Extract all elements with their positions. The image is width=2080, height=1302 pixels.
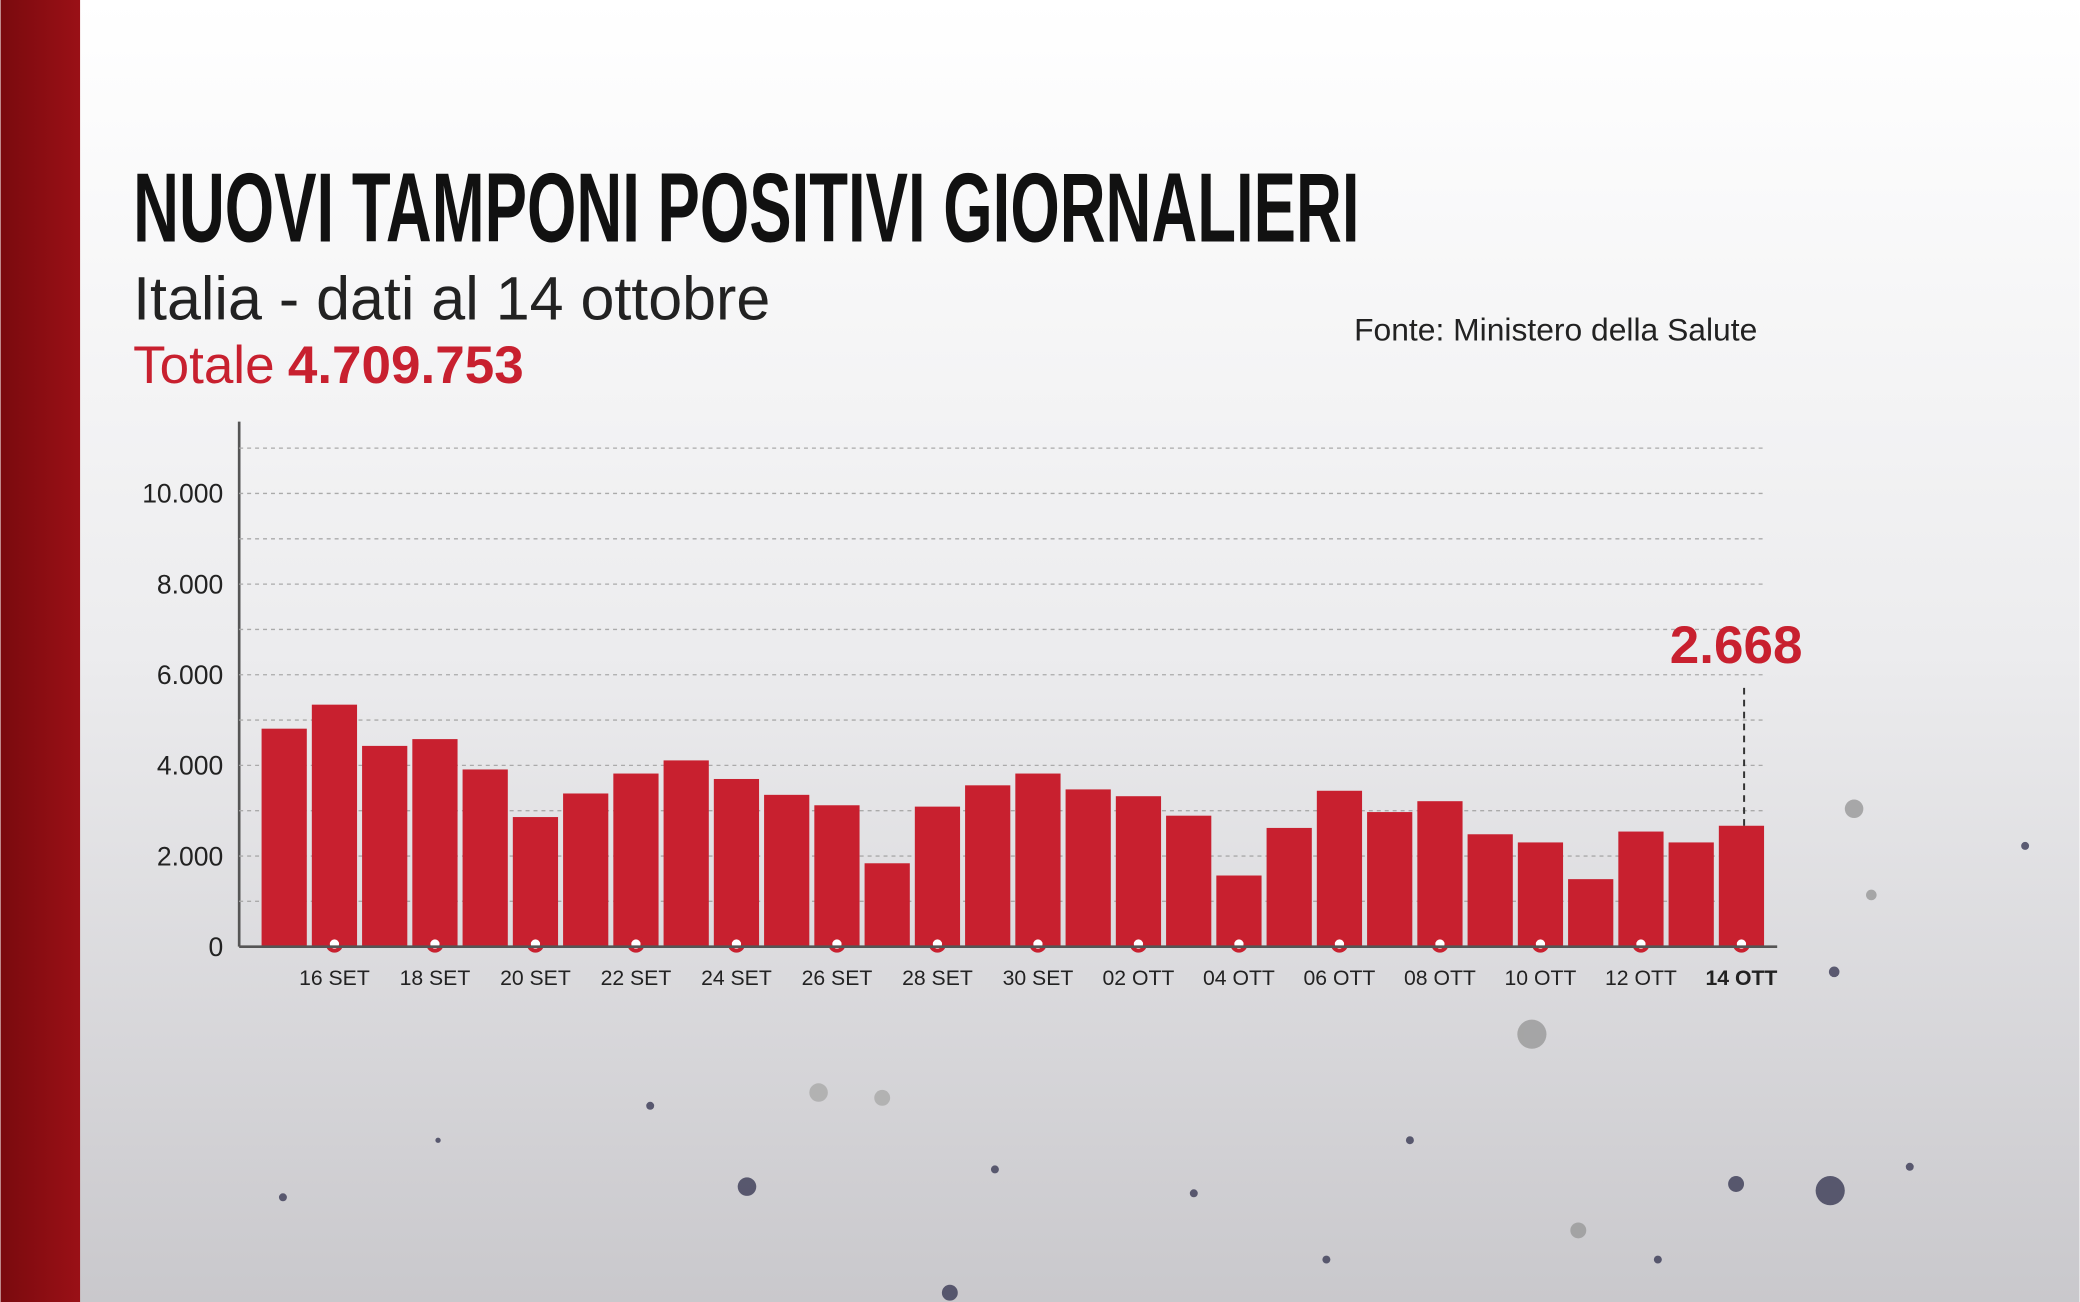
bar xyxy=(663,760,709,947)
y-tick-label: 8.000 xyxy=(157,569,223,599)
tick-dot xyxy=(1330,935,1349,953)
x-tick-label: 26 SET xyxy=(802,967,873,990)
bar xyxy=(1517,842,1564,947)
x-tick-label: 16 SET xyxy=(299,967,370,990)
x-tick-label: 02 OTT xyxy=(1103,967,1175,990)
tick-dot xyxy=(1632,935,1650,953)
x-tick-label: 18 SET xyxy=(400,967,471,990)
tick-dot xyxy=(526,935,545,953)
x-tick-label: 30 SET xyxy=(1003,967,1074,990)
x-tick-label: 28 SET xyxy=(902,967,973,990)
bar xyxy=(1367,812,1413,947)
bar xyxy=(1568,879,1614,947)
tick-dot xyxy=(727,935,746,953)
bar xyxy=(563,793,609,947)
y-tick-label: 0 xyxy=(209,932,224,962)
side-strip xyxy=(0,0,81,1302)
chart-title: NUOVI TAMPONI POSITIVI GIORNALIERI xyxy=(133,152,1359,262)
total: Totale 4.709.753 xyxy=(133,336,524,395)
x-tick-label: 12 OTT xyxy=(1605,967,1677,990)
bar xyxy=(1216,875,1262,947)
decor-dots xyxy=(278,799,2030,1301)
x-tick-label: 08 OTT xyxy=(1404,967,1476,990)
chart-subtitle: Italia - dati al 14 ottobre xyxy=(133,265,770,333)
bar xyxy=(412,739,458,947)
bar xyxy=(1467,834,1513,947)
y-tick-label: 6.000 xyxy=(157,660,223,690)
x-tick-label: 04 OTT xyxy=(1203,967,1275,990)
bar xyxy=(1316,790,1363,947)
bar xyxy=(1015,773,1061,947)
x-tick-label: 10 OTT xyxy=(1505,967,1577,990)
x-tick-label: 06 OTT xyxy=(1304,967,1376,990)
y-tick-label: 10.000 xyxy=(142,479,223,509)
tick-dot xyxy=(1230,935,1248,953)
tick-dot xyxy=(426,935,444,953)
x-tick-label: 24 SET xyxy=(701,967,772,990)
bar xyxy=(613,773,659,947)
tick-dot xyxy=(325,935,344,953)
x-tick-label: 14 OTT xyxy=(1706,967,1778,990)
x-tick-label: 20 SET xyxy=(500,967,571,990)
value-label: 2.668 xyxy=(1670,616,1803,675)
tick-dot xyxy=(627,935,645,953)
bar xyxy=(1065,789,1111,947)
tick-dot xyxy=(1129,935,1148,953)
tick-dot xyxy=(828,935,846,953)
bar xyxy=(1115,796,1162,947)
tick-dot xyxy=(1732,935,1751,953)
total-label: Totale xyxy=(133,336,274,395)
bar xyxy=(311,704,358,947)
bar xyxy=(1417,801,1463,947)
total-value: 4.709.753 xyxy=(288,336,524,395)
bar xyxy=(864,863,910,947)
bar xyxy=(261,728,307,947)
source: Fonte: Ministero della Salute xyxy=(1354,312,1757,348)
bar xyxy=(1166,815,1212,947)
tick-dot xyxy=(1431,935,1449,953)
tick-dot xyxy=(928,935,947,953)
bar xyxy=(814,805,860,947)
bar xyxy=(965,785,1011,947)
bar xyxy=(1718,825,1765,947)
bar xyxy=(1618,831,1664,947)
bar xyxy=(914,806,961,947)
bar xyxy=(1668,842,1714,947)
y-tick-label: 2.000 xyxy=(157,841,223,871)
y-tick-label: 4.000 xyxy=(157,751,223,781)
bar xyxy=(713,778,760,947)
bar xyxy=(512,817,559,947)
bar xyxy=(1266,827,1312,947)
tick-dot xyxy=(1531,935,1550,953)
x-tick-label: 22 SET xyxy=(601,967,672,990)
bar xyxy=(462,769,508,947)
bar xyxy=(764,794,810,947)
bar xyxy=(362,745,408,947)
tick-dot xyxy=(1029,935,1047,953)
